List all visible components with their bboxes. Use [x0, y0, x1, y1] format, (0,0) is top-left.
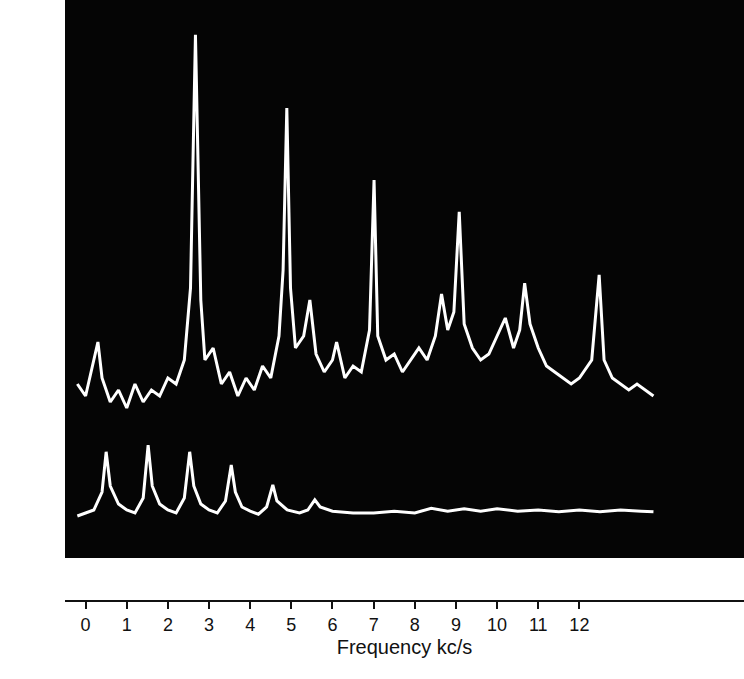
svg-text:11: 11 — [529, 615, 548, 635]
svg-text:6: 6 — [327, 615, 337, 635]
svg-text:4: 4 — [245, 615, 255, 635]
svg-text:2: 2 — [163, 615, 173, 635]
svg-text:3: 3 — [204, 615, 214, 635]
svg-text:Frequency kc/s: Frequency kc/s — [337, 636, 473, 658]
svg-text:1: 1 — [122, 615, 132, 635]
svg-text:10: 10 — [487, 615, 507, 635]
svg-text:12: 12 — [569, 615, 589, 635]
svg-text:8: 8 — [410, 615, 420, 635]
svg-text:0: 0 — [81, 615, 91, 635]
svg-text:9: 9 — [451, 615, 461, 635]
svg-text:7: 7 — [369, 615, 379, 635]
svg-text:5: 5 — [286, 615, 296, 635]
